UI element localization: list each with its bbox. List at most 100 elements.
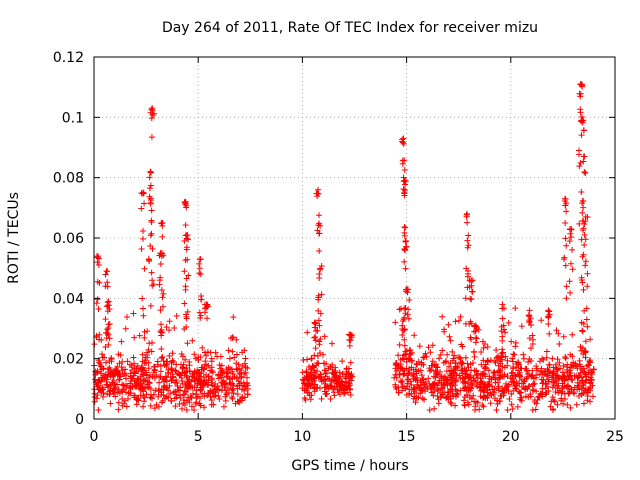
data-point bbox=[580, 251, 587, 258]
data-point bbox=[122, 366, 129, 373]
data-point bbox=[300, 356, 307, 363]
data-point bbox=[526, 335, 533, 342]
data-point bbox=[242, 355, 249, 362]
data-point bbox=[569, 246, 576, 253]
data-point bbox=[435, 400, 442, 407]
data-point bbox=[181, 300, 188, 307]
data-point bbox=[226, 379, 233, 386]
data-point bbox=[567, 404, 574, 411]
data-point bbox=[429, 342, 436, 349]
data-point bbox=[208, 397, 215, 404]
data-point bbox=[474, 371, 481, 378]
data-point bbox=[400, 316, 407, 323]
data-point bbox=[395, 389, 402, 396]
data-point bbox=[456, 372, 463, 379]
data-point bbox=[197, 354, 204, 361]
data-point bbox=[148, 348, 155, 355]
y-tick-label: 0 bbox=[75, 412, 84, 428]
data-point bbox=[339, 358, 346, 365]
data-point bbox=[102, 271, 109, 278]
data-point bbox=[419, 387, 426, 394]
data-point bbox=[504, 362, 511, 369]
data-point bbox=[229, 395, 236, 402]
data-point bbox=[393, 367, 400, 374]
data-point bbox=[210, 389, 217, 396]
data-point bbox=[159, 399, 166, 406]
data-point bbox=[323, 390, 330, 397]
data-point bbox=[573, 372, 580, 379]
data-point bbox=[99, 351, 106, 358]
data-point bbox=[168, 397, 175, 404]
data-point bbox=[562, 235, 569, 242]
data-point bbox=[102, 371, 109, 378]
data-point bbox=[408, 357, 415, 364]
data-point bbox=[402, 247, 409, 254]
data-point bbox=[169, 350, 176, 357]
data-point bbox=[145, 359, 152, 366]
data-point bbox=[104, 279, 111, 286]
data-point bbox=[138, 190, 145, 197]
data-point bbox=[557, 365, 564, 372]
data-point bbox=[476, 406, 483, 413]
data-point bbox=[416, 343, 423, 350]
data-point bbox=[567, 289, 574, 296]
data-point bbox=[579, 328, 586, 335]
data-point bbox=[481, 371, 488, 378]
data-point bbox=[160, 386, 167, 393]
data-point bbox=[460, 397, 467, 404]
data-point bbox=[234, 391, 241, 398]
data-point bbox=[584, 270, 591, 277]
data-point bbox=[505, 319, 512, 326]
data-point bbox=[159, 353, 166, 360]
data-point bbox=[239, 382, 246, 389]
data-point bbox=[589, 393, 596, 400]
data-point bbox=[583, 316, 590, 323]
data-point bbox=[115, 406, 122, 413]
data-point bbox=[582, 236, 589, 243]
data-point bbox=[525, 358, 532, 365]
data-point bbox=[320, 351, 327, 358]
data-point bbox=[102, 316, 109, 323]
data-point bbox=[205, 362, 212, 369]
data-point bbox=[440, 359, 447, 366]
data-point bbox=[401, 314, 408, 321]
data-point bbox=[203, 352, 210, 359]
data-point bbox=[141, 328, 148, 335]
y-tick-label: 0.08 bbox=[53, 171, 84, 187]
data-point bbox=[323, 370, 330, 377]
data-point bbox=[500, 305, 507, 312]
data-point bbox=[158, 321, 165, 328]
data-point bbox=[239, 393, 246, 400]
data-point bbox=[508, 391, 515, 398]
data-point bbox=[452, 402, 459, 409]
data-point bbox=[583, 305, 590, 312]
data-point bbox=[401, 229, 408, 236]
data-point bbox=[581, 241, 588, 248]
data-point bbox=[201, 349, 208, 356]
data-point bbox=[196, 260, 203, 267]
data-point bbox=[225, 364, 232, 371]
data-point bbox=[512, 339, 519, 346]
data-point bbox=[323, 391, 330, 398]
data-point bbox=[183, 315, 190, 322]
y-tick-label: 0.06 bbox=[53, 231, 84, 247]
data-point bbox=[444, 393, 451, 400]
data-point bbox=[198, 296, 205, 303]
data-point bbox=[421, 396, 428, 403]
data-point bbox=[509, 358, 516, 365]
data-point bbox=[166, 318, 173, 325]
data-point bbox=[563, 200, 570, 207]
x-tick-label: 25 bbox=[606, 429, 624, 445]
data-point bbox=[517, 396, 524, 403]
data-point bbox=[580, 117, 587, 124]
data-point bbox=[541, 368, 548, 375]
data-point bbox=[530, 380, 537, 387]
data-point bbox=[215, 375, 222, 382]
data-point bbox=[580, 225, 587, 232]
data-point bbox=[582, 170, 589, 177]
data-point bbox=[339, 379, 346, 386]
x-tick-label: 5 bbox=[194, 429, 203, 445]
data-point bbox=[173, 391, 180, 398]
data-point bbox=[411, 388, 418, 395]
data-point bbox=[485, 379, 492, 386]
